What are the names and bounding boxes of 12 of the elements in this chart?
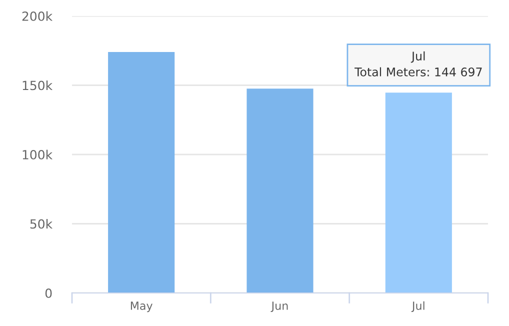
x-tick-label: Jul [411,301,424,312]
bar [246,88,314,293]
y-tick-label: 150k [22,80,53,90]
annotation: Jul Total Meters: 144 697 [354,51,482,76]
y-tick-label: 100k [22,150,53,160]
x-tick-label: Jun [270,302,288,312]
y-tick-label: 0 [45,288,52,298]
y-tick-label: 200k [22,11,53,21]
x-tick-label: May [130,302,152,312]
y-tick-label: 50k [30,219,53,229]
bar [108,52,175,293]
bar [385,92,452,293]
